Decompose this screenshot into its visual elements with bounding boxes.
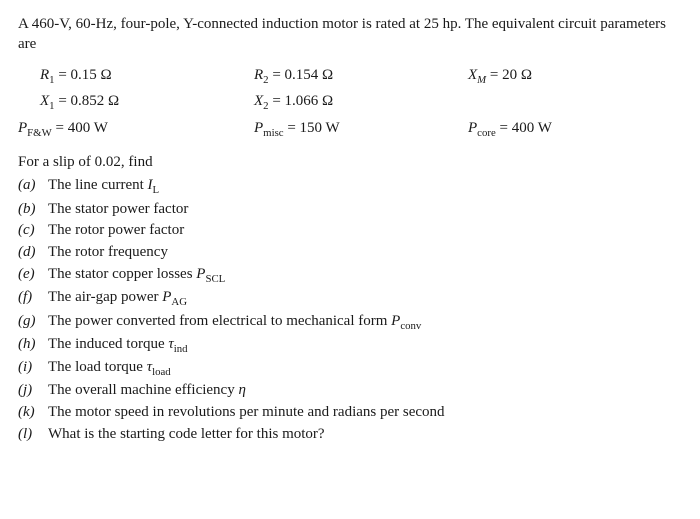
param-r1: R1 = 0.15 Ω — [40, 65, 254, 88]
param-r2: R2 = 0.154 Ω — [254, 65, 468, 88]
param-pcore: Pcore = 400 W — [468, 118, 682, 141]
question-b: (b) The stator power factor — [18, 200, 682, 220]
param-x2: X2 = 1.066 Ω — [254, 91, 468, 114]
question-a: (a) The line current IL — [18, 176, 682, 197]
question-c: (c) The rotor power factor — [18, 221, 682, 241]
question-j: (j) The overall machine efficiency η — [18, 381, 682, 401]
param-pmisc: Pmisc = 150 W — [254, 118, 468, 141]
question-l: (l) What is the starting code letter for… — [18, 425, 682, 445]
param-x1: X1 = 0.852 Ω — [40, 91, 254, 114]
question-list: (a) The line current IL (b) The stator p… — [18, 176, 682, 444]
question-f: (f) The air-gap power PAG — [18, 288, 682, 309]
parameter-grid: R1 = 0.15 Ω R2 = 0.154 Ω XM = 20 Ω X1 = … — [40, 65, 682, 141]
question-k: (k) The motor speed in revolutions per m… — [18, 403, 682, 423]
question-h: (h) The induced torque τind — [18, 335, 682, 356]
question-g: (g) The power converted from electrical … — [18, 312, 682, 333]
param-pfw: PF&W = 400 W — [18, 118, 254, 141]
question-e: (e) The stator copper losses PSCL — [18, 265, 682, 286]
param-xm: XM = 20 Ω — [468, 65, 682, 88]
param-empty — [468, 91, 682, 114]
problem-intro: A 460-V, 60-Hz, four-pole, Y-connected i… — [18, 14, 682, 55]
question-d: (d) The rotor frequency — [18, 243, 682, 263]
slip-line: For a slip of 0.02, find — [18, 152, 682, 172]
question-i: (i) The load torque τload — [18, 358, 682, 379]
